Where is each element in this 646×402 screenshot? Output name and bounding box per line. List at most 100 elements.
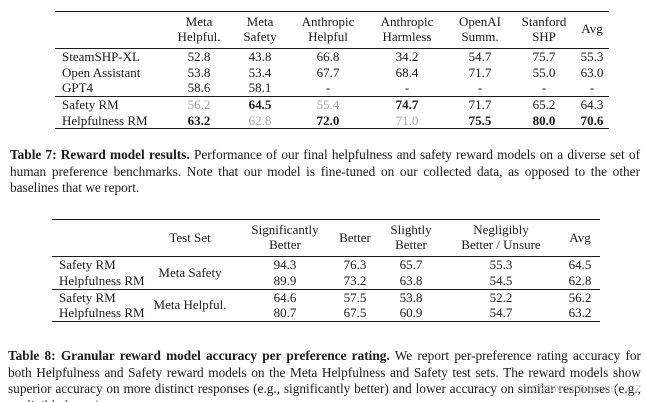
table8-header-significantly-better: Significantly Better xyxy=(240,220,330,257)
value-cell: 71.7 xyxy=(468,96,492,112)
value-cell: 63.2 xyxy=(187,112,211,128)
table8-header-avg: Avg xyxy=(569,229,591,245)
value-cell: 53.8 xyxy=(399,289,423,305)
table7-caption-text: Performance of our final helpfulness and… xyxy=(10,147,640,196)
table7-header-openai-summ: OpenAI Summ. xyxy=(447,12,513,49)
header-line: Harmless xyxy=(382,28,432,44)
row-label: Safety RM xyxy=(59,289,116,305)
table7-body: SteamSHP-XL 52.8 43.8 66.8 34.2 54.7 75.… xyxy=(55,49,609,129)
header-line: SHP xyxy=(532,28,556,44)
value-cell: 71.7 xyxy=(468,64,492,80)
table7-header-stanford-shp: Stanford SHP xyxy=(513,12,575,49)
table7-caption-title: Table 7: Reward model results. xyxy=(10,147,190,163)
header-line: Negligibly xyxy=(473,222,529,237)
value-cell: 60.9 xyxy=(399,305,423,321)
header-line: Helpful xyxy=(308,28,348,44)
table7-header-meta-safety: Meta Safety xyxy=(231,12,289,49)
header-line: Summ. xyxy=(461,28,499,44)
value-cell: 52.8 xyxy=(187,49,211,65)
value-cell: 68.4 xyxy=(395,64,419,80)
table7-header-anthropic-helpful: Anthropic Helpful xyxy=(289,12,367,49)
header-line: Helpful. xyxy=(177,28,221,44)
row-label: Safety RM xyxy=(59,257,116,273)
value-cell: - xyxy=(447,80,513,97)
value-cell: 65.7 xyxy=(399,257,423,273)
table8-caption: Table 8: Granular reward model accuracy … xyxy=(8,348,641,402)
table7-corner-cell xyxy=(55,12,167,49)
row-label: Helpfulness RM xyxy=(52,272,145,290)
value-cell: 53.8 xyxy=(187,64,211,80)
table8-header-test-set: Test Set xyxy=(169,229,211,245)
value-cell: 70.6 xyxy=(580,112,604,128)
value-cell: 63.2 xyxy=(568,305,592,321)
header-line: OpenAI xyxy=(459,14,501,29)
value-cell: 58.6 xyxy=(167,80,231,97)
csdn-watermark: CSDN @Together_CZ xyxy=(531,383,642,395)
value-cell: 54.7 xyxy=(468,49,492,65)
table-row-safety-rm-meta-safety: Safety RM Meta Safety 94.3 76.3 65.7 55.… xyxy=(52,256,600,290)
value-cell: 76.3 xyxy=(343,257,367,273)
value-cell: 57.5 xyxy=(343,289,367,305)
table8-header-slightly-better: Slightly Better xyxy=(380,220,442,257)
value-cell: 63.8 xyxy=(380,272,442,290)
value-cell: 89.9 xyxy=(240,272,330,290)
value-cell: 71.0 xyxy=(395,112,419,128)
value-cell: 52.2 xyxy=(489,289,513,305)
value-cell: 64.5 xyxy=(248,96,272,112)
value-cell: 66.8 xyxy=(316,49,340,65)
value-cell: 34.2 xyxy=(395,49,419,65)
row-label: Helpfulness RM xyxy=(59,305,145,321)
value-cell: 63.0 xyxy=(580,64,604,80)
header-line: Anthropic xyxy=(380,14,434,29)
value-cell: 67.7 xyxy=(316,64,340,80)
row-label: Safety RM xyxy=(62,96,119,112)
value-cell: 54.7 xyxy=(489,305,513,321)
header-line: Stanford xyxy=(521,14,567,29)
granular-accuracy-table: Test Set Significantly Better Better Slig… xyxy=(52,219,600,322)
value-cell: 80.0 xyxy=(532,112,556,128)
test-set-cell: Meta Helpful. xyxy=(153,297,227,313)
value-cell: - xyxy=(513,80,575,97)
value-cell: 58.1 xyxy=(231,80,289,97)
header-line: Avg xyxy=(581,21,603,37)
table8-caption-title: Table 8: Granular reward model accuracy … xyxy=(8,348,390,364)
table8-header: Test Set Significantly Better Better Slig… xyxy=(52,220,600,257)
row-label: Open Assistant xyxy=(62,64,141,80)
table-row-helpfulness-rm: Helpfulness RM 63.2 62.8 72.0 71.0 75.5 … xyxy=(55,113,609,129)
table8-corner-cell xyxy=(52,220,140,257)
value-cell: 55.3 xyxy=(580,49,604,65)
table8-header-negligibly-better-unsure: Negligibly Better / Unsure xyxy=(442,220,560,257)
header-line: Significantly xyxy=(251,222,319,237)
table8-header-better: Better xyxy=(339,229,371,245)
table-row-helpfulness-rm-meta-helpful: Helpfulness RM 80.7 67.5 60.9 54.7 63.2 xyxy=(52,305,600,321)
value-cell: 73.2 xyxy=(330,272,380,290)
row-label: SteamSHP-XL xyxy=(62,49,140,65)
table-row-helpfulness-rm-meta-safety: Helpfulness RM 89.9 73.2 63.8 54.5 62.8 xyxy=(52,272,600,290)
value-cell: 75.5 xyxy=(468,112,492,128)
value-cell: - xyxy=(575,80,609,97)
value-cell: 55.3 xyxy=(489,257,513,273)
value-cell: 94.3 xyxy=(273,257,297,273)
value-cell: 53.4 xyxy=(248,64,272,80)
value-cell: 80.7 xyxy=(273,305,297,321)
value-cell: 64.5 xyxy=(568,257,592,273)
header-line: Better xyxy=(269,236,301,252)
value-cell: 62.8 xyxy=(560,272,600,290)
table7-header: Meta Helpful. Meta Safety Anthropic Helpful… xyxy=(55,12,609,49)
value-cell: - xyxy=(289,80,367,97)
table7-header-meta-helpful: Meta Helpful. xyxy=(167,12,231,49)
table8-body: Safety RM Meta Safety 94.3 76.3 65.7 55.… xyxy=(52,256,600,322)
value-cell: 54.5 xyxy=(442,272,560,290)
row-label: Helpfulness RM xyxy=(62,112,148,128)
value-cell: 64.3 xyxy=(580,96,604,112)
table8-caption-text: We report per-preference rating accuracy… xyxy=(8,348,641,402)
value-cell: 43.8 xyxy=(248,49,272,65)
value-cell: 64.6 xyxy=(273,289,297,305)
value-cell: 55.0 xyxy=(532,64,556,80)
table-row-safety-rm: Safety RM 56.2 64.5 55.4 74.7 71.7 65.2 … xyxy=(55,96,609,112)
header-line: Better / Unsure xyxy=(461,236,541,252)
value-cell: 72.0 xyxy=(316,112,340,128)
reward-model-results-table: Meta Helpful. Meta Safety Anthropic Helpful… xyxy=(55,11,609,130)
header-line: Slightly xyxy=(390,222,432,237)
